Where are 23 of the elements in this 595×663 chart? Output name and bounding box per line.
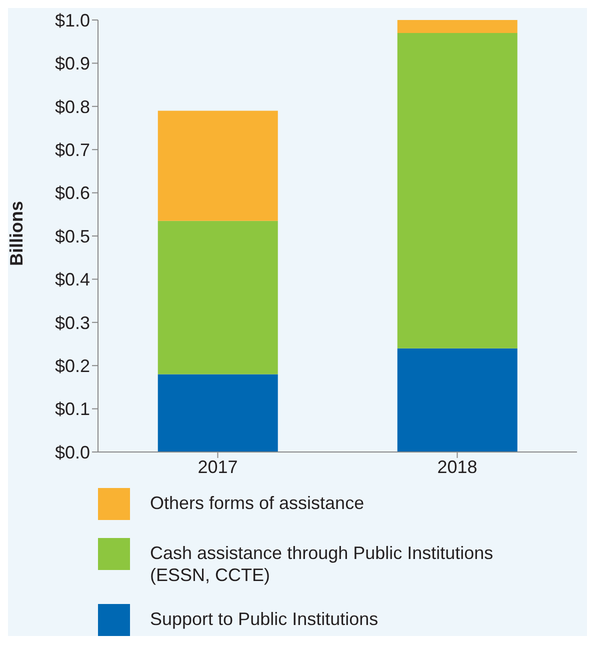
bar	[397, 20, 518, 33]
y-axis-title: Billions	[6, 200, 26, 266]
legend-label: Cash assistance through Public Institutions (ESSN, CCTE)	[150, 542, 494, 586]
y-tick-label: $0.2	[54, 356, 90, 376]
bar	[158, 220, 278, 374]
x-tick-label: 2018	[437, 456, 478, 477]
y-tick-label: $0.4	[54, 270, 90, 290]
bar	[397, 32, 518, 348]
bar	[158, 110, 278, 221]
y-tick-label: $0.1	[54, 399, 90, 420]
y-tick-label: $0.7	[54, 140, 90, 160]
bar	[397, 348, 518, 452]
legend-label: Support to Public Institutions	[150, 608, 378, 630]
x-tick-label: 2017	[198, 456, 238, 477]
bar	[158, 374, 278, 452]
y-tick-label: $0.9	[54, 54, 90, 74]
y-tick-label: $0.3	[54, 312, 90, 333]
legend-label: Others forms of assistance	[150, 492, 364, 514]
y-tick-label: $0.5	[54, 226, 90, 246]
y-tick-label: $0.6	[54, 183, 90, 204]
y-tick-label: $0.8	[54, 96, 90, 117]
y-tick-label: $0.0	[54, 442, 90, 462]
y-tick-label: $1.0	[54, 10, 90, 30]
